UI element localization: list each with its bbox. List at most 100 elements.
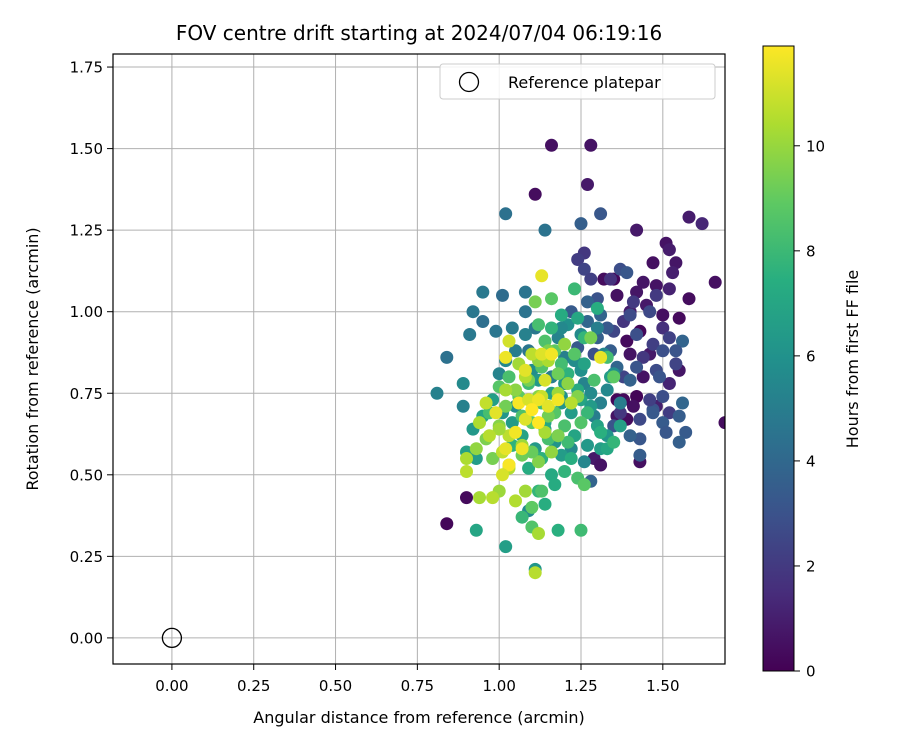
scatter-point	[630, 360, 644, 374]
scatter-point	[440, 517, 454, 531]
scatter-point	[525, 347, 539, 361]
scatter-point	[620, 334, 634, 348]
scatter-point	[538, 373, 552, 387]
scatter-point	[594, 458, 608, 472]
scatter-point	[643, 393, 657, 407]
scatter-point	[532, 318, 545, 332]
scatter-point	[561, 435, 575, 449]
y-tick-label: 0.75	[70, 385, 103, 403]
scatter-point	[554, 448, 568, 462]
scatter-point	[522, 393, 536, 407]
scatter-point	[623, 373, 637, 387]
scatter-point	[653, 370, 666, 384]
x-tick-label: 0.50	[319, 677, 352, 695]
scatter-point	[551, 429, 565, 443]
scatter-point	[499, 442, 513, 456]
scatter-point	[581, 295, 594, 309]
scatter-point	[489, 324, 503, 338]
scatter-point	[496, 288, 509, 302]
plot-frame	[112, 53, 726, 665]
scatter-point	[626, 295, 640, 309]
scatter-point	[564, 396, 578, 410]
scatter-point	[646, 256, 660, 270]
scatter-point	[656, 390, 670, 403]
scatter-point	[518, 484, 532, 498]
scatter-point	[535, 484, 549, 498]
scatter-point	[561, 377, 575, 390]
scatter-point	[656, 321, 670, 335]
scatter-point	[581, 406, 594, 420]
scatter-point	[532, 527, 545, 540]
scatter-point	[469, 442, 483, 456]
scatter-point	[610, 288, 624, 302]
scatter-point	[633, 432, 647, 446]
scatter-point	[564, 406, 578, 420]
scatter-points	[430, 138, 725, 580]
scatter-point	[456, 377, 470, 390]
scatter-point	[456, 399, 470, 413]
reference-marker	[161, 627, 183, 649]
legend-marker-icon	[458, 71, 480, 93]
scatter-point	[538, 425, 552, 439]
legend-box	[439, 63, 716, 100]
scatter-point	[590, 292, 604, 306]
scatter-point	[558, 465, 572, 478]
scatter-point	[509, 494, 522, 508]
scatter-point	[558, 419, 572, 433]
scatter-point	[532, 455, 545, 469]
scatter-point	[541, 409, 555, 423]
scatter-point	[545, 445, 558, 459]
scatter-point	[643, 305, 657, 319]
scatter-point	[584, 331, 598, 345]
scatter-point	[607, 435, 621, 449]
colorbar-gradient	[762, 45, 795, 672]
scatter-point	[568, 347, 581, 361]
scatter-point	[476, 285, 490, 299]
legend: Reference platepar	[439, 63, 716, 100]
scatter-point	[460, 465, 473, 478]
y-tick-label: 1.50	[70, 140, 103, 158]
scatter-point	[626, 399, 640, 413]
y-tick-label: 0.25	[70, 548, 103, 566]
scatter-point	[502, 370, 516, 384]
x-tick-label: 0.25	[237, 677, 270, 695]
scatter-point	[551, 393, 565, 407]
scatter-point	[545, 292, 558, 306]
scatter-point	[581, 178, 594, 191]
scatter-point	[594, 396, 608, 410]
scatter-point	[607, 370, 621, 384]
y-axis-ticks: 0.00 0.25 0.50 0.75 1.00 1.25 1.50 1.75	[70, 59, 113, 647]
scatter-point	[505, 416, 519, 430]
scatter-point	[662, 377, 676, 390]
scatter-point	[636, 370, 650, 384]
scatter-point	[656, 416, 670, 430]
scatter-point	[509, 425, 522, 439]
scatter-point	[669, 256, 683, 270]
scatter-point	[564, 452, 578, 465]
scatter-point	[590, 301, 604, 315]
scatter-point	[636, 350, 650, 364]
scatter-point	[682, 292, 696, 306]
scatter-point	[528, 295, 542, 309]
legend-entry-reference: Reference platepar	[508, 73, 661, 92]
scatter-point	[613, 396, 627, 410]
scatter-point	[463, 328, 477, 341]
y-tick-label: 0.50	[70, 466, 103, 484]
colorbar-tick-label: 0	[806, 663, 816, 681]
x-axis-label: Angular distance from reference (arcmin)	[253, 708, 584, 727]
scatter-point	[594, 207, 608, 221]
scatter-point	[469, 523, 483, 537]
scatter-point	[584, 272, 598, 286]
scatter-point	[525, 445, 539, 459]
scatter-point	[518, 285, 532, 299]
colorbar-tick-label: 4	[806, 452, 816, 470]
scatter-point	[482, 429, 496, 443]
scatter-point	[473, 416, 486, 430]
scatter-point	[581, 438, 594, 452]
scatter-point	[594, 350, 608, 364]
scatter-point	[499, 540, 513, 554]
scatter-point	[646, 406, 660, 420]
scatter-point	[568, 282, 581, 296]
scatter-point	[577, 478, 591, 492]
x-tick-label: 0.00	[155, 677, 188, 695]
